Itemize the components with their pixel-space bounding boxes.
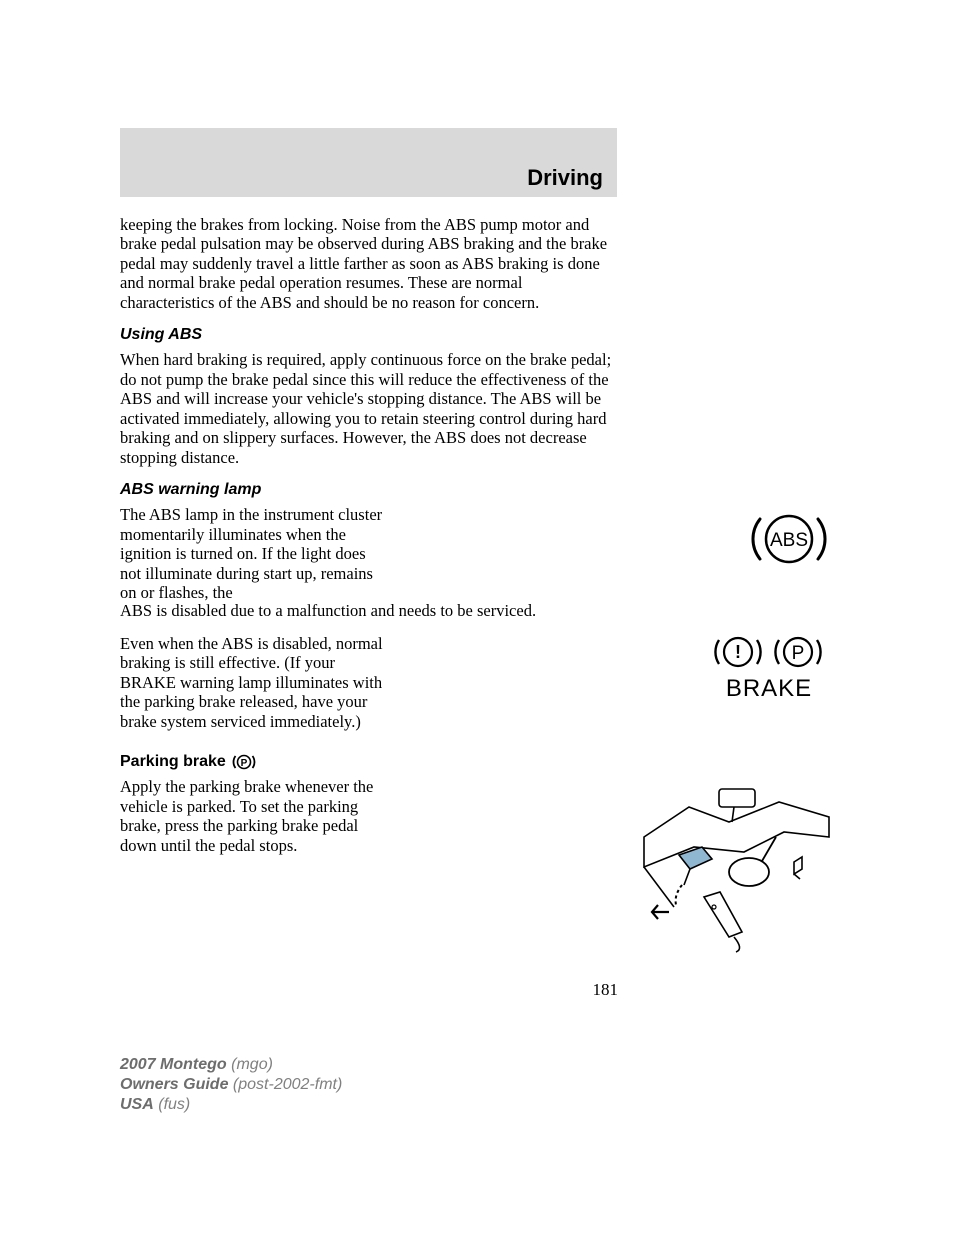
parking-brake-pedal-illustration xyxy=(634,777,834,962)
footer-line-3: USA (fus) xyxy=(120,1095,342,1115)
abs-lamp-row: The ABS lamp in the instrument cluster m… xyxy=(120,505,834,602)
parking-brake-heading-text: Parking brake xyxy=(120,753,226,771)
p-text: P xyxy=(792,643,805,664)
abs-lamp-p2: Even when the ABS is disabled, normal br… xyxy=(120,634,390,731)
bang-text: ! xyxy=(735,642,741,662)
section-title: Driving xyxy=(527,165,603,191)
abs-lamp-icon: ABS xyxy=(744,505,834,578)
using-abs-paragraph: When hard braking is required, apply con… xyxy=(120,350,618,467)
abs-lamp-p1: The ABS lamp in the instrument cluster m… xyxy=(120,505,390,602)
parking-brake-paragraph: Apply the parking brake whenever the veh… xyxy=(120,777,390,855)
brake-text: BRAKE xyxy=(726,675,812,702)
footer-block: 2007 Montego (mgo) Owners Guide (post-20… xyxy=(120,1055,342,1115)
parking-brake-symbol-icon: P xyxy=(232,753,256,771)
parking-brake-row: Apply the parking brake whenever the veh… xyxy=(120,777,834,962)
abs-lamp-heading: ABS warning lamp xyxy=(120,481,834,499)
manual-page: Driving keeping the brakes from locking.… xyxy=(0,0,954,1040)
footer-line-2: Owners Guide (post-2002-fmt) xyxy=(120,1075,342,1095)
using-abs-heading: Using ABS xyxy=(120,326,834,344)
abs-text: ABS xyxy=(770,530,808,551)
page-number: 181 xyxy=(120,980,618,1000)
footer-line-1: 2007 Montego (mgo) xyxy=(120,1055,342,1075)
brake-lamp-row: Even when the ABS is disabled, normal br… xyxy=(120,634,834,745)
section-header-bar: Driving xyxy=(120,128,617,197)
intro-paragraph: keeping the brakes from locking. Noise f… xyxy=(120,215,618,312)
abs-lamp-p1b: ABS is disabled due to a malfunction and… xyxy=(120,601,618,620)
brake-lamp-icon: ! P BRAKE xyxy=(704,634,834,717)
svg-text:P: P xyxy=(240,758,247,769)
parking-brake-heading: Parking brake P xyxy=(120,753,834,771)
